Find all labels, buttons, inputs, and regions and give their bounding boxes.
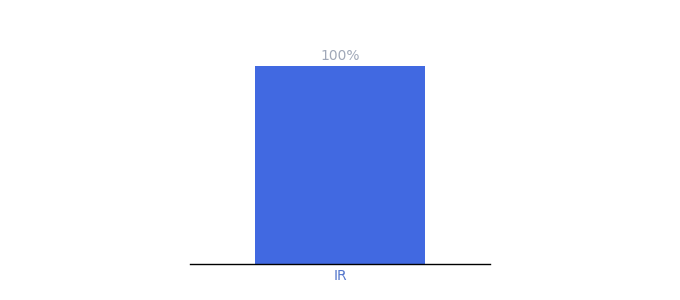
Bar <box>255 66 425 264</box>
Text: 100%: 100% <box>320 49 360 63</box>
